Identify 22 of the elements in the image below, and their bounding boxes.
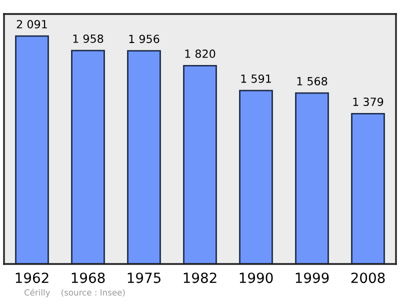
x-tick-label: 1990 [240, 272, 273, 284]
x-tick-label: 1982 [184, 272, 216, 284]
data-label: 1 568 [297, 76, 328, 86]
data-label: 1 956 [129, 34, 160, 44]
x-tick-label: 2008 [351, 272, 385, 284]
x-tick-label: 1968 [72, 272, 105, 284]
data-label: 1 820 [185, 50, 216, 58]
x-tick-label: 1962 [16, 272, 48, 284]
data-label: 2 091 [16, 20, 47, 28]
data-label: 1 379 [353, 98, 384, 106]
bar [351, 113, 385, 264]
data-label: 1 958 [73, 34, 104, 43]
bar [239, 90, 273, 264]
bar [295, 92, 329, 264]
data-label: 1 591 [241, 74, 271, 83]
text: Cérilly (source : Insee) [24, 288, 125, 298]
x-tick-label: 1975 [128, 272, 160, 284]
x-tick-label: 1999 [296, 272, 329, 284]
bar [127, 50, 161, 264]
bar [183, 64, 217, 264]
bar [15, 35, 49, 264]
bar [71, 50, 105, 264]
